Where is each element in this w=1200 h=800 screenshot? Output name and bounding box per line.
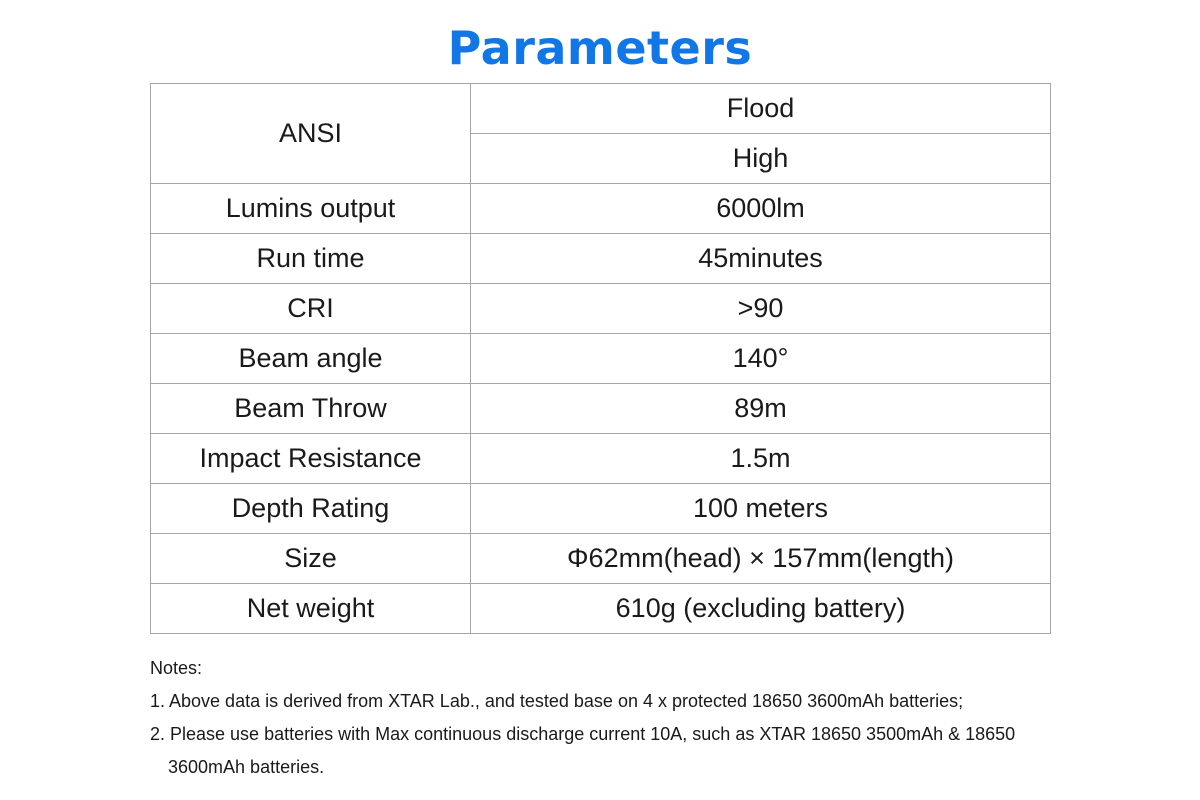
table-row: CRI >90	[150, 283, 1051, 334]
row-value: 610g (excluding battery)	[470, 583, 1051, 634]
row-label: Lumins output	[150, 183, 471, 234]
row-value: Φ62mm(head) × 157mm(length)	[470, 533, 1051, 584]
mode-cell: Flood	[470, 83, 1051, 134]
page-title: Parameters	[447, 21, 753, 75]
row-value: 1.5m	[470, 433, 1051, 484]
note-item-continuation: 3600mAh batteries.	[168, 757, 325, 777]
row-value: 100 meters	[470, 483, 1051, 534]
table-row: Impact Resistance 1.5m	[150, 433, 1051, 484]
row-value: 6000lm	[470, 183, 1051, 234]
table-row: Lumins output 6000lm	[150, 183, 1051, 234]
row-label: Net weight	[150, 583, 471, 634]
notes-section: Notes: 1. Above data is derived from XTA…	[150, 652, 1160, 784]
row-value: 45minutes	[470, 233, 1051, 284]
note-item: 2. Please use batteries with Max continu…	[150, 724, 1016, 744]
table-row-ansi-mode: ANSI Flood	[150, 83, 1051, 184]
note-item: 1. Above data is derived from XTAR Lab.,…	[150, 691, 964, 711]
row-value: 140°	[470, 333, 1051, 384]
table-row-ansi-level: High	[151, 133, 1051, 184]
row-label: Beam angle	[150, 333, 471, 384]
table-row: Beam angle 140°	[150, 333, 1051, 384]
table-row: Depth Rating 100 meters	[150, 483, 1051, 534]
parameters-table: ANSI Flood High Lumins output 6000lm Run…	[150, 83, 1051, 634]
notes-heading: Notes:	[150, 658, 203, 678]
table-row: Size Φ62mm(head) × 157mm(length)	[150, 533, 1051, 584]
row-label: Depth Rating	[150, 483, 471, 534]
table-row: Net weight 610g (excluding battery)	[150, 583, 1051, 634]
row-label: CRI	[150, 283, 471, 334]
row-value: >90	[470, 283, 1051, 334]
ansi-header-cell: ANSI	[150, 83, 471, 184]
table-row: Run time 45minutes	[150, 233, 1051, 284]
row-label: Impact Resistance	[150, 433, 471, 484]
row-label: Beam Throw	[150, 383, 471, 434]
table-row: Beam Throw 89m	[150, 383, 1051, 434]
row-label: Size	[150, 533, 471, 584]
level-cell: High	[470, 133, 1051, 184]
row-value: 89m	[470, 383, 1051, 434]
row-label: Run time	[150, 233, 471, 284]
